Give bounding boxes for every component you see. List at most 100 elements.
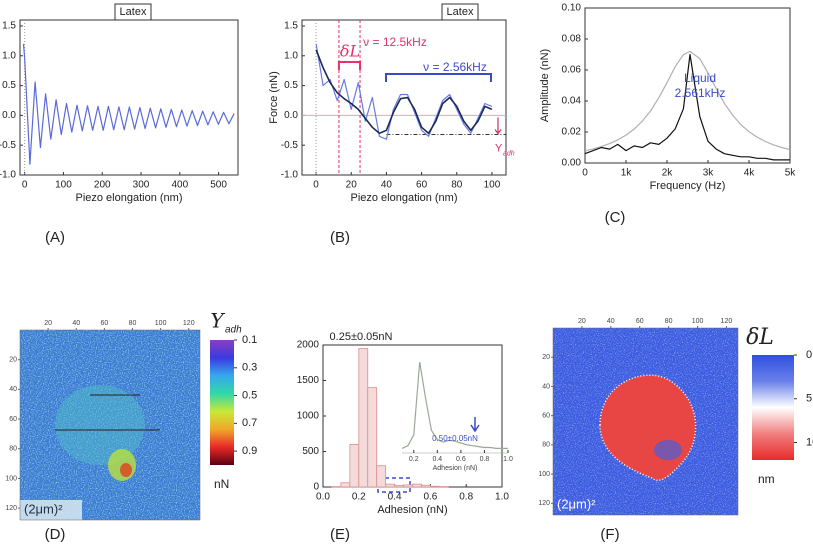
x-tick-label: 0 bbox=[22, 180, 28, 191]
colorbar-tick-label: 0.5 bbox=[242, 389, 257, 401]
x-axis-label: Adhesion (nN) bbox=[433, 465, 478, 472]
panel-label: (A) bbox=[45, 229, 65, 246]
colorbar-title: δL bbox=[746, 325, 774, 350]
histogram-bar bbox=[340, 482, 351, 488]
label: Latex bbox=[447, 6, 474, 18]
y-tick-label: 500 bbox=[302, 446, 319, 457]
scale-label: (2μm)² bbox=[557, 496, 596, 511]
colorbar-unit: nN bbox=[214, 477, 229, 491]
y-tick-label: 40 bbox=[9, 386, 17, 393]
x-tick-label: 40 bbox=[72, 320, 80, 327]
histogram-bar bbox=[403, 484, 413, 488]
y-tick-label: 80 bbox=[9, 446, 17, 453]
data-line bbox=[584, 53, 790, 161]
label-box bbox=[114, 3, 152, 21]
y-tick-label: 0.0 bbox=[284, 110, 298, 121]
annotation: ν = 12.5kHz bbox=[363, 35, 427, 49]
x-tick-label: 200 bbox=[94, 180, 111, 191]
x-tick-label: 0.6 bbox=[423, 492, 437, 503]
x-tick-label: 40 bbox=[381, 180, 393, 191]
y-tick-label: 0.02 bbox=[562, 127, 582, 138]
data-line bbox=[584, 50, 791, 152]
image-frame bbox=[19, 329, 201, 521]
x-tick-label: 20 bbox=[44, 320, 52, 327]
colorbar bbox=[210, 340, 234, 465]
data-line bbox=[22, 43, 235, 165]
colorbar-title: Y bbox=[210, 309, 225, 333]
x-tick-label: 0.2 bbox=[352, 492, 366, 503]
x-tick-label: 100 bbox=[55, 180, 72, 191]
histogram-bar bbox=[394, 485, 404, 488]
x-tick-label: 60 bbox=[636, 318, 644, 325]
adhesion-map bbox=[20, 330, 200, 520]
x-tick-label: 2k bbox=[662, 168, 674, 179]
x-tick-label: 400 bbox=[171, 180, 188, 191]
y-tick-label: 0.5 bbox=[284, 80, 298, 91]
x-tick-label: 0.8 bbox=[480, 456, 490, 463]
y-tick-label: 80 bbox=[542, 442, 550, 449]
x-tick-label: 100 bbox=[484, 180, 501, 191]
y-tick-label: 0.06 bbox=[562, 65, 582, 76]
x-tick-label: 300 bbox=[133, 180, 150, 191]
label-box bbox=[441, 3, 479, 21]
y-tick-label: 40 bbox=[542, 383, 550, 390]
x-axis-label: Adhesion (nN) bbox=[377, 504, 447, 516]
histogram-bar bbox=[358, 348, 369, 488]
annotation: ν = 2.56kHz bbox=[423, 60, 487, 74]
inset-arrow bbox=[470, 417, 480, 433]
histogram-bar bbox=[412, 483, 422, 488]
colorbar bbox=[752, 355, 794, 460]
y-tick-label: 0 bbox=[313, 482, 319, 493]
x-tick-label: 0.2 bbox=[409, 456, 419, 463]
label: Latex bbox=[120, 6, 147, 18]
adhesion-subscript: adh bbox=[503, 150, 515, 157]
x-tick-label: 100 bbox=[155, 320, 167, 327]
x-tick-label: 1.0 bbox=[503, 456, 513, 463]
x-tick-label: 60 bbox=[100, 320, 108, 327]
y-tick-label: 20 bbox=[9, 357, 17, 364]
y-tick-label: 0.00 bbox=[562, 158, 582, 169]
x-tick-label: 20 bbox=[578, 318, 586, 325]
colorbar-tick-label: 0.1 bbox=[242, 334, 257, 346]
y-tick-label: 100 bbox=[5, 475, 17, 482]
colorbar-tick-label: 0 bbox=[806, 349, 812, 361]
y-tick-label: 1000 bbox=[297, 411, 320, 422]
x-tick-label: 500 bbox=[210, 180, 227, 191]
y-tick-label: 0.04 bbox=[562, 96, 582, 107]
x-tick-label: 120 bbox=[183, 320, 195, 327]
y-tick-label: -0.5 bbox=[281, 140, 299, 151]
histogram-bar bbox=[429, 485, 440, 488]
colorbar-tick-label: 0.9 bbox=[242, 445, 257, 457]
y-tick-label: 0.5 bbox=[2, 80, 16, 91]
adhesion-arrow bbox=[494, 117, 502, 135]
y-tick-label: 1.5 bbox=[2, 21, 16, 32]
plot-frame bbox=[584, 7, 791, 164]
histogram-bar bbox=[376, 465, 387, 488]
colorbar-tick-label: 5 bbox=[806, 393, 812, 405]
colorbar-tick-label: 0.3 bbox=[242, 362, 257, 374]
x-tick-label: 0 bbox=[582, 168, 588, 179]
panel-label: (F) bbox=[600, 526, 619, 543]
x-tick-label: 0.6 bbox=[456, 456, 466, 463]
data-line bbox=[402, 362, 508, 449]
y-tick-label: 60 bbox=[9, 416, 17, 423]
y-axis-label: Force (nN) bbox=[268, 71, 280, 124]
y-tick-label: 1.0 bbox=[2, 50, 16, 61]
y-tick-label: -0.5 bbox=[0, 140, 16, 151]
colorbar-unit: nm bbox=[758, 472, 775, 486]
y-tick-label: 1500 bbox=[297, 375, 320, 386]
x-tick-label: 0.8 bbox=[459, 492, 473, 503]
annotation: 0.50±0.05nN bbox=[432, 434, 478, 443]
annotation: 2.561kHz bbox=[675, 86, 726, 100]
y-tick-label: 0.10 bbox=[562, 3, 582, 14]
deformation-map bbox=[553, 328, 738, 515]
adhesion-label: Y bbox=[495, 142, 503, 154]
x-tick-label: 100 bbox=[692, 318, 704, 325]
x-tick-label: 80 bbox=[129, 320, 137, 327]
panel-label: (E) bbox=[330, 526, 350, 543]
x-tick-label: 120 bbox=[721, 318, 733, 325]
y-tick-label: 20 bbox=[542, 354, 550, 361]
y-tick-label: -1.0 bbox=[0, 170, 16, 181]
histogram-bar bbox=[349, 443, 360, 488]
y-tick-label: 0.0 bbox=[2, 110, 16, 121]
